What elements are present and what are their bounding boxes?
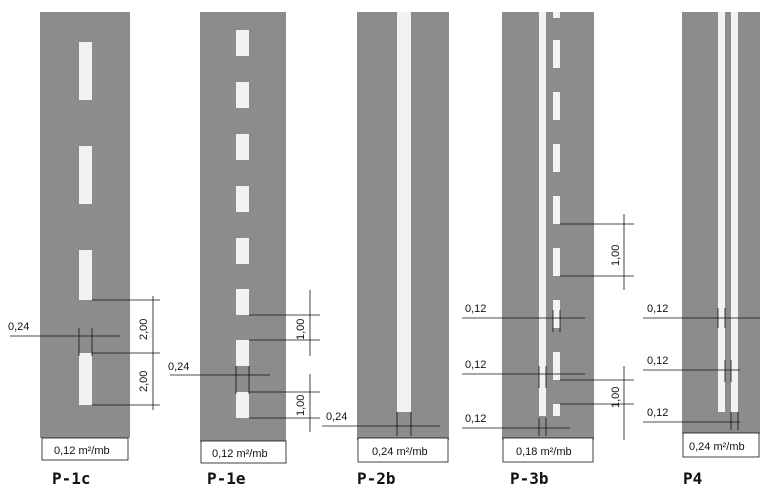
area-box — [41, 437, 129, 461]
area-box — [502, 437, 594, 463]
panel-p1c: 0,24 2,00 2,00 0,12 m²/mb P-1c — [8, 12, 160, 488]
panel-p1e: 0,24 1,00 1,00 0,12 m²/mb P-1e — [168, 12, 320, 488]
panel-code: P-2b — [357, 469, 396, 486]
dash-mark — [236, 186, 249, 212]
panel-code: P-3b — [510, 469, 549, 486]
dim-label: 0,12 — [647, 355, 668, 367]
panel-code: P-1c — [52, 469, 91, 486]
road-strip — [502, 12, 594, 440]
dim-label: 0,24 — [8, 321, 29, 333]
dim-label: 1,00 — [610, 245, 622, 266]
dash-mark — [553, 352, 560, 380]
panel-p2b: 0,24 0,24 m²/mb P-2b — [322, 12, 449, 488]
dim-label: 0,24 — [168, 361, 189, 373]
panel-p4: 0,12 0,12 0,12 0,24 m²/mb P4 — [643, 12, 760, 488]
dash-mark — [236, 238, 249, 264]
panel-code: P4 — [683, 469, 702, 486]
panel-p3b: 0,12 0,12 0,12 1,00 1,00 0,18 m²/mb P-3b — [462, 12, 634, 488]
dash-mark — [553, 12, 560, 18]
dash-mark — [553, 404, 560, 416]
dash-mark — [553, 248, 560, 276]
dash-mark — [553, 196, 560, 224]
dim-label: 2,00 — [138, 319, 150, 340]
dim-label: 0,12 — [465, 303, 486, 315]
panel-code: P-1e — [207, 469, 246, 486]
dim-label: 0,24 — [326, 411, 347, 423]
dimension-lines — [462, 214, 634, 440]
dash-mark — [236, 30, 249, 56]
dash-mark — [79, 42, 92, 100]
dash-mark — [79, 146, 92, 204]
continuous-line — [397, 12, 411, 412]
dim-label: 1,00 — [610, 387, 622, 408]
dash-mark — [553, 92, 560, 120]
dash-mark — [553, 40, 560, 68]
dash-mark — [236, 289, 249, 315]
dim-label: 1,00 — [295, 395, 307, 416]
dash-mark — [236, 392, 249, 418]
dash-mark — [79, 353, 92, 405]
area-label: 0,18 m²/mb — [516, 446, 572, 458]
area-box — [357, 437, 449, 463]
area-label: 0,24 m²/mb — [689, 441, 745, 453]
dimension-lines — [170, 290, 320, 432]
dimension-lines — [10, 296, 160, 410]
road-strip — [200, 12, 286, 442]
dimension-lines — [322, 412, 440, 436]
dimension-lines — [643, 308, 760, 430]
dim-label: 2,00 — [138, 371, 150, 392]
area-label: 0,12 m²/mb — [54, 445, 110, 457]
area-label: 0,24 m²/mb — [372, 446, 428, 458]
dim-label: 0,12 — [647, 407, 668, 419]
continuous-line — [539, 12, 546, 416]
continuous-line — [718, 12, 725, 412]
dim-label: 1,00 — [295, 319, 307, 340]
dim-label: 0,12 — [647, 303, 668, 315]
area-box — [200, 440, 287, 464]
area-label: 0,12 m²/mb — [212, 448, 268, 460]
dim-label: 0,12 — [465, 413, 486, 425]
dash-mark — [236, 82, 249, 108]
dash-mark — [79, 250, 92, 300]
dash-mark — [236, 340, 249, 366]
area-box — [682, 432, 760, 458]
continuous-line — [731, 12, 738, 412]
dash-mark — [553, 300, 560, 328]
dash-mark — [553, 144, 560, 172]
dim-label: 0,12 — [465, 359, 486, 371]
dash-mark — [236, 134, 249, 160]
